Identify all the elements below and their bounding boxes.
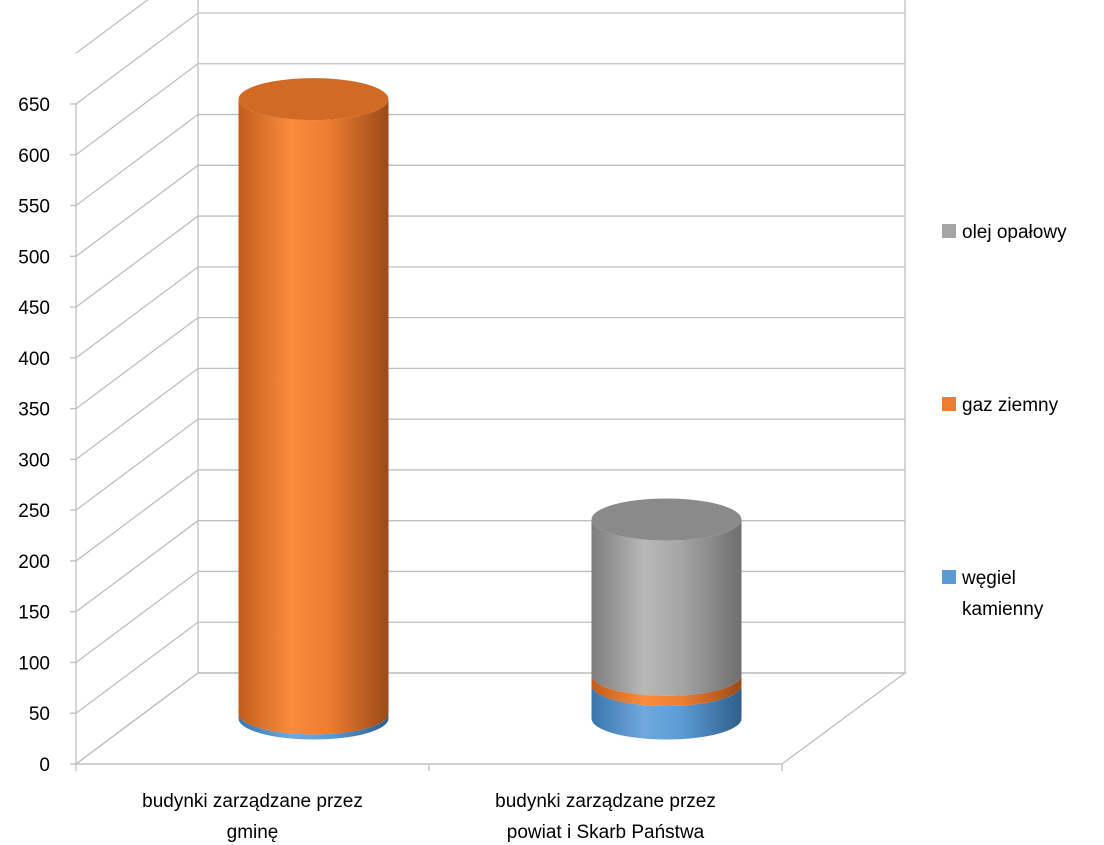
legend-swatch xyxy=(942,224,956,238)
gridline-side xyxy=(76,622,198,713)
bar-segment xyxy=(592,519,742,695)
y-tick-label: 550 xyxy=(18,197,50,218)
gridline-side xyxy=(76,571,198,662)
y-tick-label: 200 xyxy=(18,552,50,573)
gridline-side xyxy=(76,419,198,510)
legend-label: węgiel kamienny xyxy=(961,568,1044,620)
bar-segment xyxy=(239,99,389,734)
gridline-side xyxy=(76,13,198,104)
gridline-side xyxy=(76,521,198,612)
category-label-line: budynki zarządzane przez xyxy=(495,791,716,812)
chart-walls xyxy=(76,0,905,764)
y-tick-label: 400 xyxy=(18,349,50,370)
gridline-side xyxy=(76,470,198,561)
y-tick-label: 500 xyxy=(18,247,50,268)
y-tick-label: 350 xyxy=(18,400,50,421)
gridline-side xyxy=(76,165,198,256)
category-label-line: powiat i Skarb Państwa xyxy=(507,822,705,843)
gridline-side xyxy=(76,318,198,409)
gridline-side xyxy=(76,368,198,459)
y-tick-label: 150 xyxy=(18,603,50,624)
gridline-side xyxy=(76,64,198,155)
category-label-line: gminę xyxy=(227,822,279,843)
bars xyxy=(239,78,742,739)
gridline-side xyxy=(76,216,198,307)
gridline-side xyxy=(76,115,198,206)
legend-label: gaz ziemny xyxy=(962,395,1059,416)
y-tick-label: 0 xyxy=(39,755,50,776)
category-label: budynki zarządzane przez gminę xyxy=(142,791,363,843)
legend-label-line: kamienny xyxy=(962,599,1044,620)
y-tick-label: 450 xyxy=(18,298,50,319)
legend-label-line: gaz ziemny xyxy=(962,395,1059,416)
legend-swatch xyxy=(942,570,956,584)
y-tick-label: 50 xyxy=(29,704,50,725)
y-tick-label: 300 xyxy=(18,450,50,471)
legend-label: olej opałowy xyxy=(962,222,1067,243)
y-tick-label: 100 xyxy=(18,653,50,674)
legend: olej opałowy gaz ziemny węgiel kamienny xyxy=(942,222,1067,620)
y-tick-label: 650 xyxy=(18,95,50,116)
legend-label-line: węgiel xyxy=(961,568,1016,589)
y-axis: 0 50 100 150 200 250 300 350 400 450 500 550 600 650 xyxy=(18,95,76,776)
category-label: budynki zarządzane przez powiat i Skarb P… xyxy=(495,791,716,843)
bar-top xyxy=(592,498,742,540)
floor xyxy=(76,673,905,764)
y-tick-label: 250 xyxy=(18,501,50,522)
legend-swatch xyxy=(942,397,956,411)
bar-top xyxy=(239,78,389,120)
category-label-line: budynki zarządzane przez xyxy=(142,791,363,812)
gridline-side xyxy=(76,267,198,358)
legend-label-line: olej opałowy xyxy=(962,222,1067,243)
y-tick-label: 600 xyxy=(18,146,50,167)
